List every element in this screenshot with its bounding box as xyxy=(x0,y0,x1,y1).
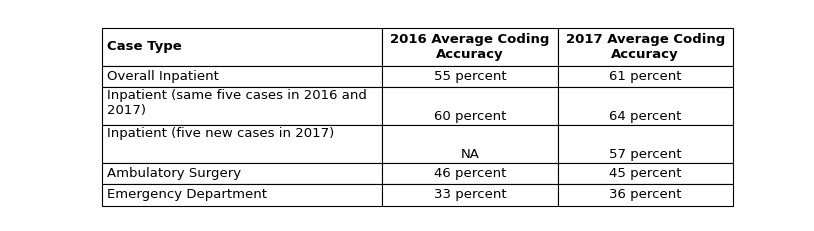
Text: Inpatient (same five cases in 2016 and
2017): Inpatient (same five cases in 2016 and 2… xyxy=(107,89,366,117)
Bar xyxy=(102,87,383,125)
Text: 46 percent: 46 percent xyxy=(434,167,506,180)
Text: 36 percent: 36 percent xyxy=(609,188,681,201)
Bar xyxy=(558,125,733,163)
Text: Inpatient (five new cases in 2017): Inpatient (five new cases in 2017) xyxy=(107,127,334,140)
Bar xyxy=(383,66,558,87)
Bar xyxy=(383,87,558,125)
Text: 61 percent: 61 percent xyxy=(609,70,681,83)
Text: 45 percent: 45 percent xyxy=(609,167,681,180)
Bar xyxy=(102,125,383,163)
Text: 2016 Average Coding
Accuracy: 2016 Average Coding Accuracy xyxy=(391,33,549,61)
Text: Overall Inpatient: Overall Inpatient xyxy=(107,70,219,83)
Text: 64 percent: 64 percent xyxy=(609,110,681,123)
Bar xyxy=(102,66,383,87)
Text: Ambulatory Surgery: Ambulatory Surgery xyxy=(107,167,241,180)
Bar xyxy=(558,87,733,125)
Bar xyxy=(102,28,383,66)
Text: Emergency Department: Emergency Department xyxy=(107,188,267,201)
Text: Case Type: Case Type xyxy=(107,40,182,53)
Bar xyxy=(558,28,733,66)
Bar xyxy=(383,163,558,184)
Bar xyxy=(102,184,383,206)
Bar xyxy=(558,184,733,206)
Text: 57 percent: 57 percent xyxy=(609,148,681,161)
Bar xyxy=(383,28,558,66)
Bar xyxy=(558,163,733,184)
Bar xyxy=(558,66,733,87)
Bar xyxy=(383,125,558,163)
Bar xyxy=(102,163,383,184)
Text: 33 percent: 33 percent xyxy=(434,188,506,201)
Text: NA: NA xyxy=(461,148,479,161)
Bar xyxy=(383,184,558,206)
Text: 2017 Average Coding
Accuracy: 2017 Average Coding Accuracy xyxy=(566,33,724,61)
Text: 55 percent: 55 percent xyxy=(434,70,506,83)
Text: 60 percent: 60 percent xyxy=(434,110,506,123)
